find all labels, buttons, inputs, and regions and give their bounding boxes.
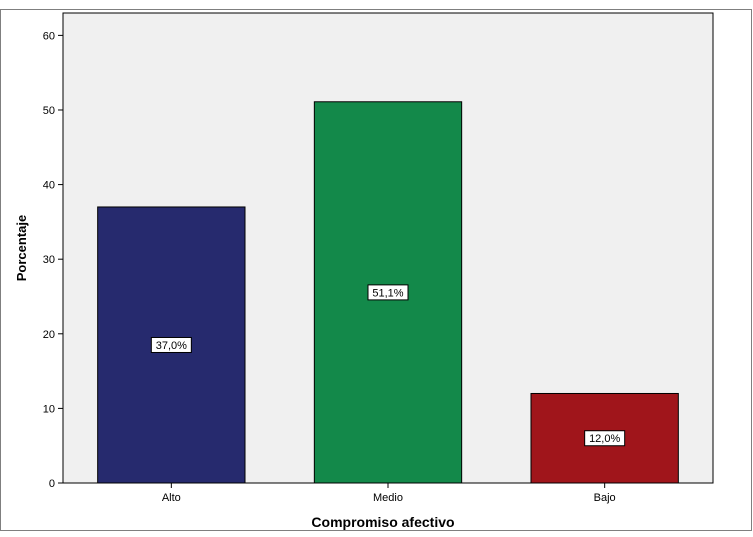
y-tick-label: 50 <box>43 105 55 117</box>
x-axis: Alto Medio Bajo <box>162 483 616 504</box>
y-tick-label: 60 <box>43 30 55 42</box>
data-label-box <box>584 430 626 447</box>
data-label: 12,0% <box>589 433 620 445</box>
x-tick-label: Medio <box>373 492 403 504</box>
y-tick-label: 40 <box>43 180 55 192</box>
bars: 37,0% 51,1% 12,0% <box>97 101 679 484</box>
x-axis-label: Compromiso afectivo <box>311 514 454 530</box>
data-label-box <box>367 284 409 301</box>
y-tick-label: 20 <box>43 329 55 341</box>
chart-frame <box>0 9 752 531</box>
y-axis: 0 10 20 30 40 50 60 <box>43 30 63 490</box>
y-tick-label: 0 <box>49 478 55 490</box>
data-label: 51,1% <box>372 287 403 299</box>
x-tick-label: Alto <box>162 492 181 504</box>
y-axis-label: Porcentaje <box>14 215 29 281</box>
y-tick-label: 10 <box>43 403 55 415</box>
y-tick-label: 30 <box>43 254 55 266</box>
data-label-box <box>150 336 192 353</box>
x-tick-label: Bajo <box>594 492 616 504</box>
data-label: 37,0% <box>156 340 187 352</box>
